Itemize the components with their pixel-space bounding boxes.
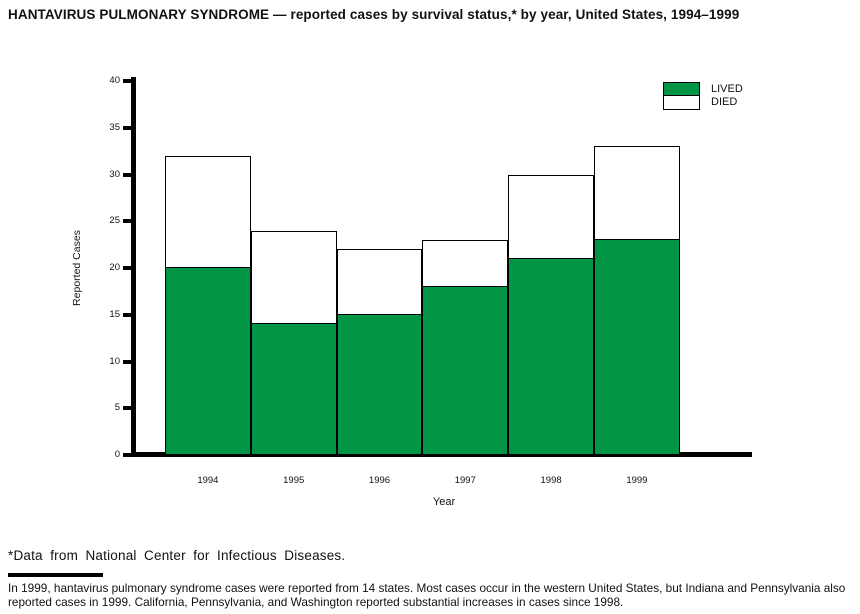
y-tick-label-25: 25	[109, 215, 120, 227]
bar-lived-1994	[165, 268, 251, 455]
x-tick-label-1998: 1998	[540, 475, 562, 486]
bar-lived-1995	[250, 324, 337, 455]
y-tick-30	[123, 172, 131, 177]
y-tick-label-30: 30	[109, 168, 120, 180]
chart-legend: LIVED DIED	[663, 82, 743, 110]
y-axis-line	[131, 77, 136, 457]
x-axis-title: Year	[432, 496, 456, 508]
y-tick-5	[123, 406, 131, 411]
y-tick-10	[123, 359, 131, 364]
footnote: *Data from National Center for Infectiou…	[8, 548, 346, 563]
bar-died-1998	[508, 174, 594, 259]
legend-label-died: DIED	[711, 96, 738, 109]
y-tick-label-0: 0	[114, 449, 120, 460]
x-tick-label-1999: 1999	[626, 475, 648, 486]
y-tick-20	[123, 266, 131, 270]
legend-item-died: DIED	[663, 95, 743, 110]
bar-died-1999	[594, 146, 680, 240]
bar-died-1997	[422, 239, 509, 287]
footnote-divider	[8, 573, 103, 577]
bar-lived-1998	[508, 258, 594, 455]
legend-swatch-died-icon	[663, 95, 700, 110]
bar-lived-1999	[594, 239, 680, 455]
description-text: In 1999, hantavirus pulmonary syndrome c…	[8, 581, 846, 609]
x-tick-label-1996: 1996	[368, 475, 391, 486]
y-axis-title: Reported Cases	[71, 230, 83, 306]
bar-died-1995	[250, 230, 337, 325]
bar-lived-1997	[422, 286, 509, 455]
y-tick-15	[123, 312, 131, 317]
x-tick-label-1997: 1997	[454, 475, 476, 486]
y-tick-35	[123, 125, 131, 130]
bar-lived-1996	[336, 314, 423, 455]
figure-title: HANTAVIRUS PULMONARY SYNDROME — reported…	[8, 7, 740, 22]
y-tick-25	[123, 219, 131, 224]
x-tick-label-1994: 1994	[197, 475, 219, 486]
legend-label-lived: LIVED	[711, 83, 743, 96]
y-tick-label-20: 20	[109, 262, 120, 273]
y-tick-40	[123, 79, 131, 83]
bar-died-1994	[165, 155, 251, 268]
bar-died-1996	[336, 249, 423, 315]
x-tick-label-1995: 1995	[283, 475, 305, 486]
y-tick-label-35: 35	[109, 121, 120, 133]
y-tick-0	[123, 453, 131, 457]
y-tick-label-15: 15	[109, 308, 120, 320]
y-tick-label-5: 5	[114, 402, 120, 414]
legend-item-lived: LIVED	[663, 82, 743, 97]
y-tick-label-10: 10	[109, 355, 120, 367]
y-tick-label-40: 40	[109, 75, 120, 86]
